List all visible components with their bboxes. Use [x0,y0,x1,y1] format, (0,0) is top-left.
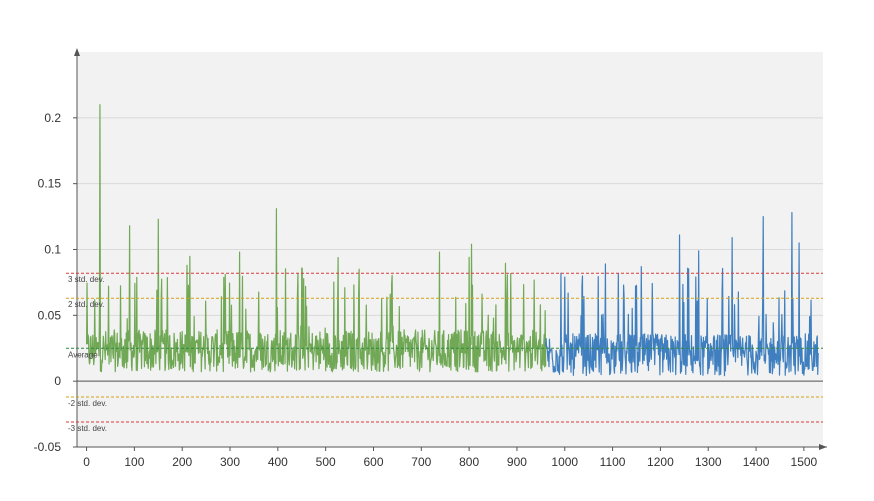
reference-label-2: Average [68,350,98,359]
y-tick-label-2: 0.05 [38,308,62,322]
x-tick-label-8: 800 [459,455,479,469]
x-tick-label-10: 1000 [551,455,578,469]
y-tick-label-3: 0.1 [44,243,61,257]
x-tick-label-3: 300 [220,455,240,469]
y-tick-label-4: 0.15 [38,177,62,191]
x-tick-label-14: 1400 [743,455,770,469]
x-tick-label-13: 1300 [695,455,722,469]
reference-label-0: 3 std. dev. [68,275,104,284]
y-tick-label-1: 0 [54,374,61,388]
x-tick-label-6: 600 [363,455,383,469]
y-axis: -0.05 0 0.05 0.1 0.15 0.2 [34,48,80,454]
x-axis: 0 100 200 300 400 500 600 700 800 900 1000 1100 1200… [77,380,827,469]
series-layer [85,104,819,377]
x-tick-label-4: 400 [268,455,288,469]
x-tick-label-15: 1500 [791,455,818,469]
x-tick-label-7: 700 [411,455,431,469]
y-axis-arrow [74,48,80,56]
series-2-line [545,212,819,377]
x-tick-label-2: 200 [172,455,192,469]
reference-label-1: 2 std. dev. [68,300,104,309]
series-1-line [85,104,547,373]
reference-lines: 3 std. dev. 2 std. dev. Average -2 std. dev… [66,272,823,433]
y-tick-label-5: 0.2 [44,111,61,125]
x-tick-label-5: 500 [316,455,336,469]
x-tick-label-1: 100 [124,455,144,469]
x-tick-label-9: 900 [507,455,527,469]
x-tick-label-11: 1100 [600,455,626,469]
x-axis-arrow [819,444,827,450]
reference-label-3: -2 std. dev. [68,399,107,408]
reference-label-4: -3 std. dev. [68,424,107,433]
y-tick-label-0: -0.05 [34,440,62,454]
x-tick-label-12: 1200 [647,455,674,469]
x-tick-label-0: 0 [83,455,90,469]
